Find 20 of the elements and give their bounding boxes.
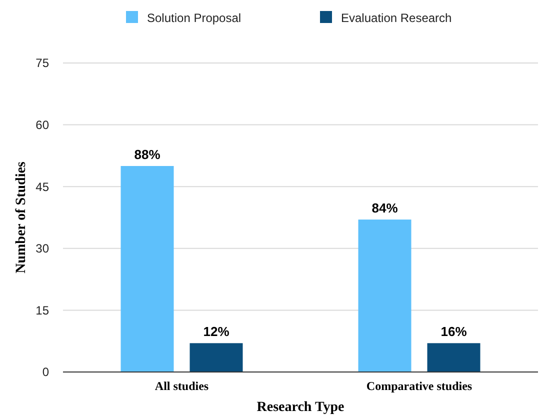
bar — [120, 166, 174, 372]
y-tick-label: 0 — [42, 365, 50, 380]
annotation: 88% — [134, 147, 161, 162]
x-axis-title: Research Type — [256, 400, 344, 415]
bar — [358, 220, 412, 372]
legend-label: Evaluation Research — [341, 11, 452, 25]
legend-label: Solution Proposal — [147, 11, 242, 25]
x-tick-label: Comparative studies — [366, 379, 472, 393]
bar — [427, 343, 480, 372]
y-tick-label: 45 — [36, 180, 50, 194]
y-tick-label: 15 — [36, 303, 50, 318]
x-tick-label: All studies — [154, 379, 209, 393]
y-tick-label: 75 — [36, 56, 50, 70]
annotation: 16% — [440, 324, 468, 340]
y-axis-title: Number of Studies — [14, 161, 29, 274]
annotation: 84% — [372, 200, 398, 216]
y-tick-label: 30 — [36, 242, 50, 256]
bar — [190, 343, 243, 372]
annotation: 12% — [203, 324, 230, 340]
y-tick-label: 60 — [36, 118, 50, 132]
